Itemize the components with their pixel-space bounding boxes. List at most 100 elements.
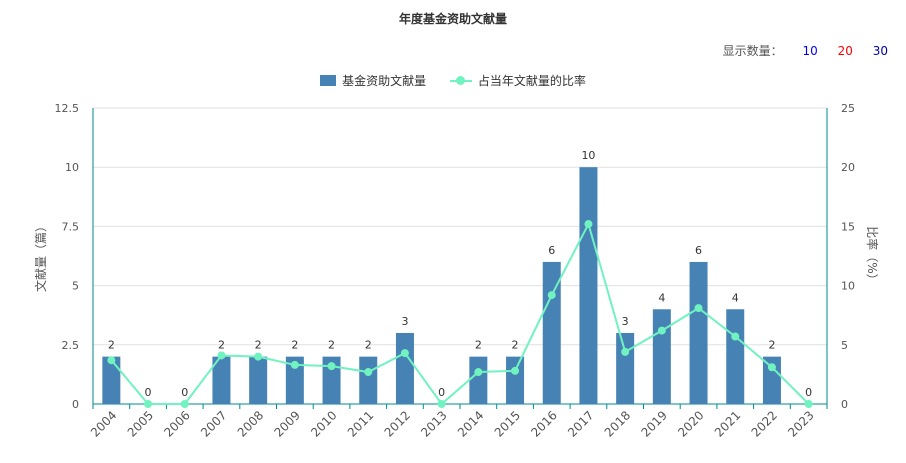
y-tick-label: 0: [72, 398, 79, 411]
bar: [726, 309, 745, 404]
bar-value-label: 2: [218, 339, 225, 352]
bar-value-label: 0: [181, 386, 188, 399]
ratio-point: [254, 352, 263, 361]
y-tick-label: 10: [65, 161, 79, 174]
ratio-point: [584, 220, 593, 229]
x-tick-label: 2015: [492, 408, 523, 439]
bar: [652, 309, 671, 404]
x-tick-label: 2023: [785, 408, 816, 439]
ratio-point: [767, 363, 776, 372]
bar: [285, 356, 304, 404]
x-tick-label: 2019: [638, 408, 669, 439]
bar: [579, 167, 598, 404]
bar-value-label: 10: [581, 149, 595, 162]
bar-value-label: 3: [622, 315, 629, 328]
ratio-point: [290, 360, 299, 369]
chart-legend: 基金资助文献量 占当年文献量的比率: [0, 72, 906, 89]
y-tick-label: 12.5: [55, 102, 80, 115]
bar-value-label: 0: [805, 386, 812, 399]
bar-value-label: 2: [475, 339, 482, 352]
y-tick-label: 7.5: [62, 220, 80, 233]
bar: [762, 356, 781, 404]
bar: [616, 332, 635, 404]
x-tick-label: 2022: [749, 408, 780, 439]
x-tick-label: 2018: [602, 408, 633, 439]
bar-value-label: 4: [658, 291, 665, 304]
bar: [506, 356, 525, 404]
ratio-point: [511, 366, 520, 375]
bar-value-label: 2: [291, 339, 298, 352]
ratio-point: [437, 400, 446, 408]
bar: [359, 356, 378, 404]
x-tick-label: 2010: [308, 408, 339, 439]
display-count-option-20[interactable]: 20: [837, 44, 853, 58]
legend-bar-swatch: [320, 75, 337, 86]
x-tick-label: 2006: [161, 408, 192, 439]
bar-value-label: 2: [768, 339, 775, 352]
ratio-point: [180, 400, 189, 408]
bar-value-label: 3: [401, 315, 408, 328]
y2-tick-label: 10: [841, 280, 855, 293]
y2-tick-label: 20: [841, 161, 855, 174]
ratio-point: [547, 291, 556, 300]
ratio-point: [804, 400, 813, 408]
bar-value-label: 4: [732, 291, 739, 304]
bar-value-label: 6: [548, 244, 555, 257]
bar: [395, 332, 414, 404]
x-tick-label: 2016: [528, 408, 559, 439]
bar-value-label: 2: [328, 339, 335, 352]
ratio-point: [217, 351, 226, 360]
legend-line-label: 占当年文献量的比率: [477, 74, 586, 88]
ratio-point: [657, 326, 666, 335]
chart-title: 年度基金资助文献量: [398, 12, 507, 26]
y-tick-label: 2.5: [62, 339, 80, 352]
ratio-point: [474, 368, 483, 377]
ratio-line: [110, 221, 810, 406]
display-count-option-30[interactable]: 30: [872, 44, 888, 58]
y2-tick-label: 25: [841, 102, 855, 115]
ratio-point: [694, 304, 703, 313]
x-tick-label: 2017: [565, 408, 596, 439]
legend-line-swatch: [449, 75, 472, 86]
bar-value-label: 2: [365, 339, 372, 352]
ratio-point: [144, 400, 153, 408]
bar: [469, 356, 488, 404]
ratio-point: [327, 362, 336, 371]
display-count-option-10[interactable]: 10: [802, 44, 818, 58]
x-tick-label: 2013: [418, 408, 449, 439]
bar-value-label: 2: [512, 339, 519, 352]
bar: [102, 356, 121, 404]
ratio-point: [107, 356, 116, 365]
y2-tick-label: 15: [841, 220, 855, 233]
x-tick-label: 2004: [88, 408, 119, 439]
ratio-point: [731, 332, 740, 341]
bar: [322, 356, 341, 404]
y2-axis-title: 比率（%）: [865, 226, 880, 285]
bar: [689, 261, 708, 404]
x-tick-label: 2008: [235, 408, 266, 439]
legend-item-bar-series[interactable]: 基金资助文献量: [320, 72, 426, 89]
y2-tick-label: 0: [841, 398, 848, 411]
x-tick-label: 2012: [382, 408, 413, 439]
x-tick-label: 2005: [125, 408, 156, 439]
bar-value-label: 2: [108, 339, 115, 352]
bar: [212, 356, 231, 404]
ratio-point: [364, 368, 373, 377]
ratio-point: [400, 349, 409, 358]
x-tick-label: 2011: [345, 408, 376, 439]
bar-value-label: 2: [255, 339, 262, 352]
x-tick-label: 2020: [675, 408, 706, 439]
x-tick-label: 2021: [712, 408, 743, 439]
legend-bar-label: 基金资助文献量: [342, 74, 427, 88]
x-tick-label: 2014: [455, 408, 486, 439]
y-tick-label: 5: [72, 280, 79, 293]
x-tick-label: 2007: [198, 408, 229, 439]
bar: [542, 261, 561, 404]
bar-value-label: 0: [145, 386, 152, 399]
x-tick-label: 2009: [271, 408, 302, 439]
display-count-label: 显示数量：: [722, 44, 783, 58]
bar: [249, 356, 268, 404]
y2-tick-label: 5: [841, 339, 848, 352]
legend-item-line-series[interactable]: 占当年文献量的比率: [449, 72, 586, 89]
